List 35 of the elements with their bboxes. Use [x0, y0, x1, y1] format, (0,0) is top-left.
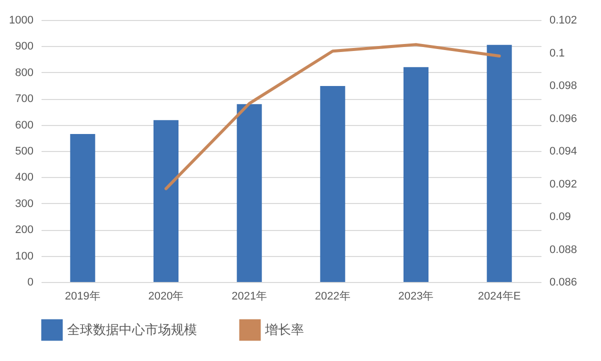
- legend-label: 全球数据中心市场规模: [67, 322, 197, 337]
- x-tick-label: 2022年: [314, 290, 350, 302]
- bar: [486, 44, 512, 282]
- y-tick-label: 700: [15, 93, 34, 106]
- bar: [70, 134, 96, 282]
- x-tick-label: 2024年E: [478, 290, 521, 302]
- y2-tick-label: 0.092: [550, 178, 578, 190]
- bar: [320, 86, 346, 282]
- bar: [154, 120, 178, 282]
- y-tick-label: 600: [15, 119, 34, 132]
- y2-tick-label: 0.098: [550, 80, 578, 92]
- bar: [404, 67, 428, 282]
- bar: [236, 104, 262, 282]
- y-tick-label: 800: [15, 66, 34, 79]
- x-tick-label: 2023年: [398, 290, 434, 302]
- y2-tick-label: 0.1: [550, 47, 565, 60]
- y-tick-label: 900: [15, 40, 34, 53]
- y-tick-label: 500: [15, 146, 34, 158]
- y-tick-label: 300: [15, 198, 34, 210]
- x-tick-label: 2019年: [64, 290, 100, 302]
- y-tick-label: 0: [27, 276, 34, 288]
- line-series: [164, 43, 501, 190]
- y2-tick-label: 0.088: [550, 244, 578, 256]
- y-tick-label: 400: [15, 172, 34, 184]
- y-tick-label: 1000: [9, 14, 34, 26]
- y2-tick-label: 0.096: [550, 112, 578, 125]
- y-tick-label: 100: [15, 250, 34, 262]
- legend-label: 增长率: [264, 322, 304, 337]
- y-tick-label: 200: [15, 224, 34, 236]
- y2-tick-label: 0.09: [550, 211, 571, 223]
- x-tick-label: 2021年: [232, 290, 268, 302]
- y2-tick-label: 0.086: [550, 276, 578, 288]
- y2-tick-label: 0.094: [550, 146, 578, 158]
- y2-tick-label: 0.102: [550, 14, 578, 26]
- x-tick-label: 2020年: [148, 290, 184, 302]
